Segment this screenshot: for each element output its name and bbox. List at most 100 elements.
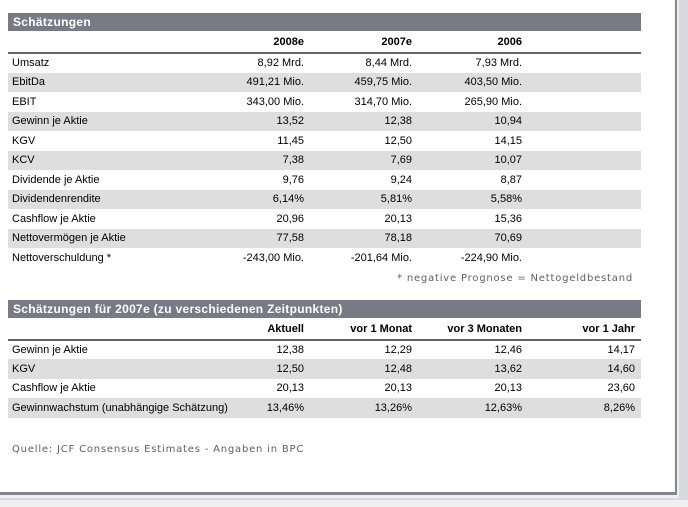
- value-cell: 70,69: [413, 228, 523, 248]
- value-cell: 12,63%: [413, 398, 523, 418]
- value-cell: 10,07: [413, 150, 523, 170]
- table-row: Cashflow je Aktie 20,13 20,13 20,13 23,60: [8, 379, 641, 399]
- value-cell: 5,58%: [413, 189, 523, 209]
- value-cell: [523, 53, 641, 73]
- row-label: Gewinn je Aktie: [12, 343, 88, 356]
- value-cell: [523, 228, 641, 248]
- value-cell: 13,52: [198, 111, 305, 131]
- value-cell: 8,87: [500, 173, 522, 186]
- row-label: KGV: [8, 359, 198, 379]
- value-cell: 7,38: [198, 150, 305, 170]
- table-row: Cashflow je Aktie 20,96 20,13 15,36: [8, 209, 641, 229]
- value-cell: 12,50: [198, 359, 305, 379]
- column-header: vor 3 Monaten: [413, 317, 523, 341]
- value-cell: 11,45: [277, 134, 304, 147]
- row-label: Cashflow je Aktie: [12, 382, 96, 395]
- column-header: vor 1 Monat: [305, 317, 413, 341]
- value-cell: 6,14%: [198, 189, 305, 209]
- page-background-strip-right: [679, 0, 688, 500]
- row-label: KGV: [12, 134, 36, 147]
- value-cell: 23,60: [607, 382, 635, 395]
- value-cell: [523, 209, 641, 229]
- table-row: Gewinn je Aktie 12,38 12,29 12,46 14,17: [8, 340, 641, 360]
- row-label: Umsatz: [12, 57, 50, 70]
- value-cell: -201,64 Mio.: [350, 251, 412, 264]
- value-cell: 265,90 Mio.: [464, 95, 522, 108]
- value-cell: 12,46: [494, 343, 522, 356]
- value-cell: 20,96: [276, 212, 304, 225]
- value-cell: 12,50: [384, 134, 412, 147]
- value-cell: 9,76: [282, 173, 304, 186]
- table-row: EbitDa 491,21 Mio. 459,75 Mio. 403,50 Mio.: [8, 72, 641, 92]
- row-label: Nettovermögen je Aktie: [8, 228, 198, 248]
- value-cell: -243,00 Mio.: [242, 251, 304, 264]
- value-cell: 20,13: [276, 382, 304, 395]
- value-cell: 14,17: [607, 343, 635, 356]
- value-cell: 14,60: [523, 359, 641, 379]
- estimates-footnote: * negative Prognose = Nettogeldbestand: [397, 272, 633, 284]
- value-cell: 7,69: [305, 150, 413, 170]
- column-header: 2007e: [305, 31, 413, 54]
- estimates-table-body: Umsatz 8,92 Mrd. 8,44 Mrd. 7,93 Mrd. EbitDa 4…: [8, 53, 641, 268]
- estimates-table-head: 2008e 2007e 2006: [8, 31, 641, 54]
- value-cell: [523, 92, 641, 112]
- value-cell: 12,29: [384, 343, 412, 356]
- row-label: Gewinnwachstum (unabhängige Schätzung): [8, 398, 228, 418]
- value-cell: 13,46%: [198, 398, 305, 418]
- value-cell: 403,50 Mio.: [413, 72, 523, 92]
- page-background-strip-bottom: [0, 498, 679, 500]
- column-header: 2006: [413, 31, 523, 54]
- value-cell: 13,26%: [305, 398, 413, 418]
- content-panel: Schätzungen 2008e 2007e 2006 Umsatz 8,92 Mr…: [0, 0, 677, 495]
- value-cell: 343,00 Mio.: [246, 95, 304, 108]
- value-cell: 7,93 Mrd.: [475, 57, 522, 70]
- source-note: Quelle: JCF Consensus Estimates - Angabe…: [12, 443, 305, 455]
- table-row: Dividendenrendite 6,14% 5,81% 5,58%: [8, 189, 641, 209]
- history-header-row: Aktuell vor 1 Monat vor 3 Monaten vor 1 Jah…: [8, 317, 641, 341]
- value-cell: 78,18: [305, 228, 413, 248]
- row-label: Cashflow je Aktie: [12, 212, 96, 225]
- value-cell: 8,44 Mrd.: [365, 57, 412, 70]
- column-header: 2008e: [198, 31, 305, 54]
- row-label: Gewinn je Aktie: [8, 111, 198, 131]
- table-row: Gewinn je Aktie 13,52 12,38 10,94: [8, 111, 641, 131]
- estimates-table: 2008e 2007e 2006 Umsatz 8,92 Mrd. 8,44 Mrd. 7…: [8, 31, 641, 268]
- value-cell: [523, 170, 641, 190]
- value-cell: [523, 150, 641, 170]
- table-row: Umsatz 8,92 Mrd. 8,44 Mrd. 7,93 Mrd.: [8, 53, 641, 73]
- section-title-estimates: Schätzungen: [8, 13, 641, 31]
- value-cell: 8,92 Mrd.: [257, 57, 304, 70]
- table-row: Nettovermögen je Aktie 77,58 78,18 70,69: [8, 228, 641, 248]
- column-header-label: [8, 31, 198, 54]
- value-cell: 20,13: [494, 382, 522, 395]
- value-cell: 15,36: [494, 212, 522, 225]
- value-cell: 8,26%: [523, 398, 641, 418]
- row-label: Dividendenrendite: [8, 189, 198, 209]
- row-label: Dividende je Aktie: [12, 173, 100, 186]
- value-cell: [523, 131, 641, 151]
- history-table-body: Gewinn je Aktie 12,38 12,29 12,46 14,17 KGV 12…: [8, 340, 641, 418]
- table-row: Dividende je Aktie 9,76 9,24 8,87: [8, 170, 641, 190]
- value-cell: [523, 248, 641, 268]
- value-cell: 20,13: [384, 382, 412, 395]
- value-cell: 20,13: [384, 212, 412, 225]
- value-cell: 10,94: [413, 111, 523, 131]
- value-cell: 9,24: [390, 173, 412, 186]
- history-table-head: Aktuell vor 1 Monat vor 3 Monaten vor 1 Jah…: [8, 317, 641, 341]
- value-cell: 314,70 Mio.: [354, 95, 412, 108]
- row-label: EbitDa: [8, 72, 198, 92]
- value-cell: 13,62: [413, 359, 523, 379]
- value-cell: -224,90 Mio.: [460, 251, 522, 264]
- table-row: Nettoverschuldung * -243,00 Mio. -201,64 M…: [8, 248, 641, 268]
- section-title-history: Schätzungen für 2007e (zu verschiedenen …: [8, 299, 641, 318]
- column-header: [523, 31, 641, 54]
- value-cell: 12,38: [305, 111, 413, 131]
- value-cell: 77,58: [198, 228, 305, 248]
- value-cell: 12,48: [305, 359, 413, 379]
- value-cell: [523, 72, 641, 92]
- table-row: EBIT 343,00 Mio. 314,70 Mio. 265,90 Mio.: [8, 92, 641, 112]
- value-cell: 12,38: [276, 343, 304, 356]
- table-row: KGV 11,45 12,50 14,15: [8, 131, 641, 151]
- value-cell: 14,15: [494, 134, 522, 147]
- row-label: EBIT: [12, 95, 37, 108]
